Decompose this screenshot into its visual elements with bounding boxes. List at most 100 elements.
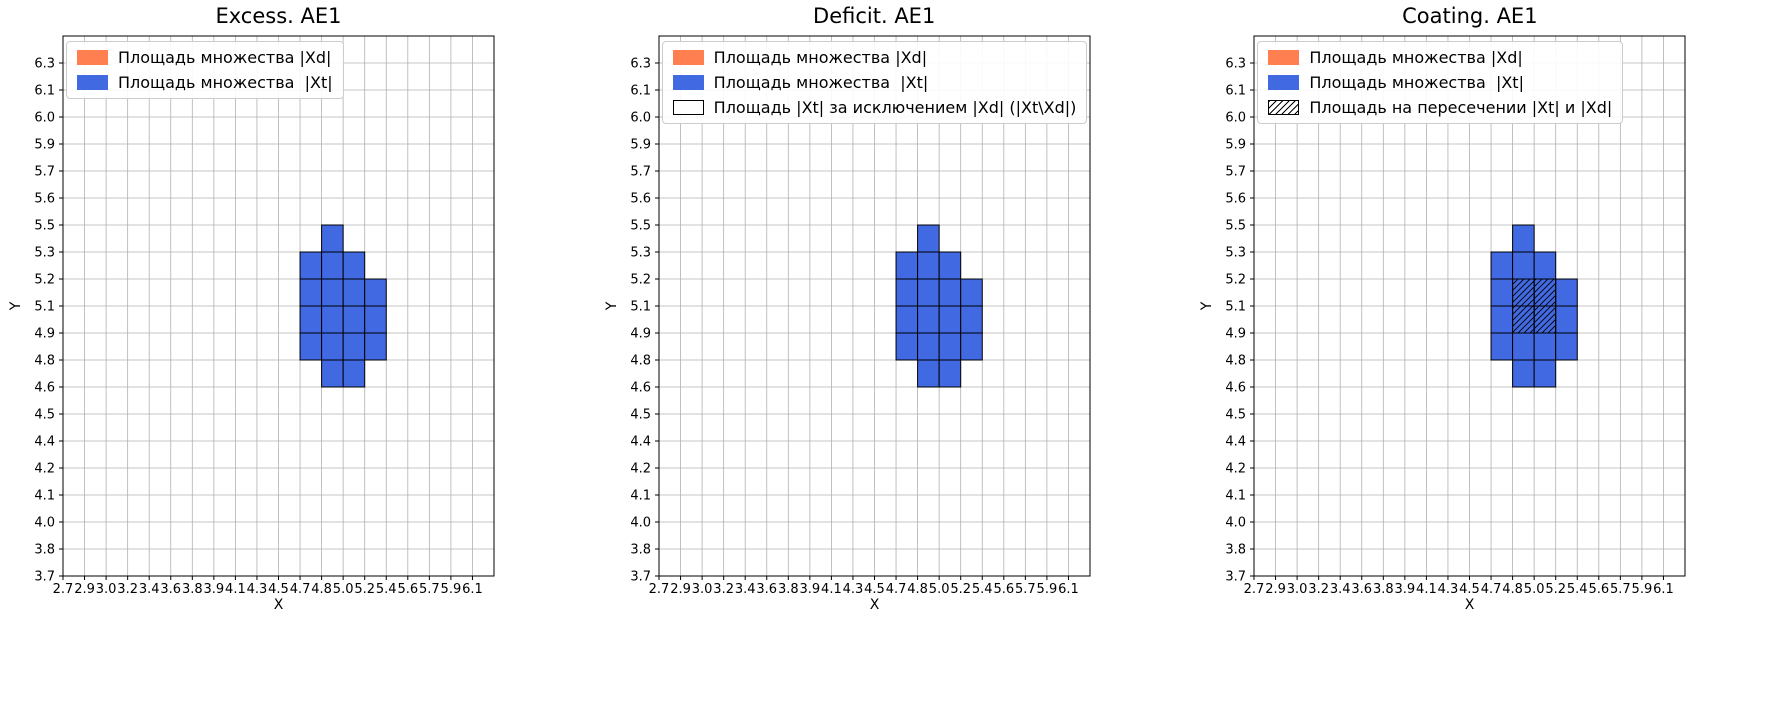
y-tick-label: 4.5 — [34, 408, 55, 423]
y-tick-label: 4.5 — [1226, 408, 1247, 423]
x-tick-label: 2.7 — [53, 582, 74, 597]
xt-area-cell — [916, 251, 940, 280]
xt-area-cell — [959, 305, 983, 334]
y-tick-label: 5.5 — [34, 219, 55, 234]
x-tick-label: 3.9 — [799, 582, 820, 597]
xt-area-cell — [342, 359, 366, 388]
x-tick-label: 5.0 — [1524, 582, 1545, 597]
xt-area-cell — [342, 251, 366, 280]
xt-area-cell — [1512, 251, 1535, 280]
x-tick-label: 4.3 — [247, 582, 268, 597]
x-tick-label: 3.9 — [1395, 582, 1416, 597]
xt-area-cell — [938, 332, 961, 361]
legend-swatch-icon — [672, 75, 704, 90]
x-tick-label: 3.6 — [756, 582, 777, 597]
y-tick-label: 5.9 — [630, 138, 651, 153]
x-tick-label: 5.7 — [1015, 582, 1036, 597]
y-tick-label: 6.3 — [630, 57, 651, 72]
y-tick-label: 4.1 — [1226, 489, 1247, 504]
x-tick-label: 4.7 — [290, 582, 311, 597]
xt-area-cell — [342, 278, 366, 307]
x-tick-label: 5.9 — [1632, 582, 1653, 597]
legend-label: Площадь множества |Xt| — [1309, 73, 1524, 92]
y-axis-label: Y — [8, 301, 24, 311]
y-tick-label: 4.1 — [630, 489, 651, 504]
xt-area-cell — [916, 359, 940, 388]
legend-label: Площадь множества |Xd| — [118, 48, 332, 67]
x-tick-label: 3.4 — [139, 582, 160, 597]
intersection-hatch-cell — [1533, 305, 1557, 334]
x-tick-label: 5.4 — [376, 582, 397, 597]
y-tick-label: 6.1 — [630, 84, 651, 99]
xt-area-cell — [938, 251, 961, 280]
y-tick-label: 5.5 — [630, 219, 651, 234]
y-tick-label: 4.2 — [630, 462, 651, 477]
y-tick-label: 4.0 — [630, 516, 651, 531]
xt-area-cell — [1512, 332, 1535, 361]
legend-swatch-hatched-icon — [1268, 100, 1300, 115]
y-tick-label: 5.7 — [1226, 165, 1247, 180]
y-tick-label: 5.3 — [630, 246, 651, 261]
xt-area-cell — [364, 305, 387, 334]
xt-area-cell — [895, 251, 918, 280]
y-tick-label: 4.0 — [1226, 516, 1247, 531]
legend-label: Площадь |Xt| за исключением |Xd| (|Xt\Xd… — [713, 98, 1077, 117]
xt-area-cell — [916, 332, 940, 361]
x-tick-label: 3.4 — [735, 582, 756, 597]
x-tick-label: 5.2 — [354, 582, 375, 597]
x-tick-label: 6.1 — [462, 582, 483, 597]
y-tick-label: 6.3 — [1226, 57, 1247, 72]
y-tick-label: 4.6 — [34, 381, 55, 396]
legend-item: Площадь множества |Xt| — [77, 73, 333, 92]
xt-area-cell — [916, 224, 940, 253]
x-axis-label: X — [869, 597, 879, 613]
legend-swatch-icon — [1268, 75, 1300, 90]
y-tick-label: 6.1 — [34, 84, 55, 99]
xt-area-cell — [1512, 359, 1535, 388]
y-tick-label: 4.9 — [630, 327, 651, 342]
xt-area-cell — [321, 332, 344, 361]
x-tick-label: 5.4 — [972, 582, 993, 597]
panel-deficit: Deficit. AE1 2.7 2.9 3.0 3.2 3.4 3.6 3.8 3.9 4.1… — [596, 0, 1192, 709]
x-tick-label: 5.9 — [441, 582, 462, 597]
y-tick-label: 5.2 — [630, 273, 651, 288]
xt-area-cell — [321, 224, 344, 253]
y-tick-label: 6.0 — [630, 111, 651, 126]
x-tick-label: 5.6 — [993, 582, 1014, 597]
x-tick-label: 4.1 — [1416, 582, 1437, 597]
y-tick-label: 5.1 — [34, 300, 55, 315]
x-tick-label: 2.7 — [1244, 582, 1265, 597]
x-tick-label: 2.9 — [670, 582, 691, 597]
x-tick-label: 5.6 — [397, 582, 418, 597]
x-tick-label: 3.8 — [778, 582, 799, 597]
x-tick-label: 4.5 — [268, 582, 289, 597]
xt-area-cell — [342, 332, 366, 361]
legend-label: Площадь множества |Xd| — [1309, 48, 1523, 67]
x-tick-label: 4.5 — [864, 582, 885, 597]
x-tick-label: 3.2 — [713, 582, 734, 597]
x-axis-label: X — [1465, 597, 1475, 613]
legend-item: Площадь |Xt| за исключением |Xd| (|Xt\Xd… — [672, 98, 1077, 117]
legend-swatch-icon — [672, 50, 704, 65]
xt-area-cell — [895, 305, 918, 334]
xt-area-cell — [321, 305, 344, 334]
panel-coating: Coating. AE1 2.7 2.9 3.0 3.2 3.4 3.6 3.8 3.9 4.1… — [1191, 0, 1787, 709]
chart-title: Excess. AE1 — [215, 4, 342, 28]
x-tick-label: 3.4 — [1330, 582, 1351, 597]
y-tick-label: 3.7 — [1226, 570, 1247, 585]
xt-area-cell — [321, 278, 344, 307]
y-tick-label: 4.0 — [34, 516, 55, 531]
y-tick-label: 6.0 — [1226, 111, 1247, 126]
x-tick-label: 3.8 — [1373, 582, 1394, 597]
y-tick-label: 3.8 — [1226, 543, 1247, 558]
y-tick-label: 4.4 — [34, 435, 55, 450]
x-tick-label: 4.7 — [885, 582, 906, 597]
y-tick-label: 5.9 — [34, 138, 55, 153]
y-tick-label: 4.9 — [1226, 327, 1247, 342]
xt-area-cell — [1490, 278, 1514, 307]
y-tick-label: 4.8 — [34, 354, 55, 369]
panel-excess: Excess. AE1 2.7 2.9 3.0 3.2 3.4 3.6 3.8 3.9 4.1 4… — [0, 0, 596, 709]
y-tick-label: 5.3 — [1226, 246, 1247, 261]
y-tick-label: 5.7 — [630, 165, 651, 180]
x-tick-label: 6.1 — [1653, 582, 1674, 597]
